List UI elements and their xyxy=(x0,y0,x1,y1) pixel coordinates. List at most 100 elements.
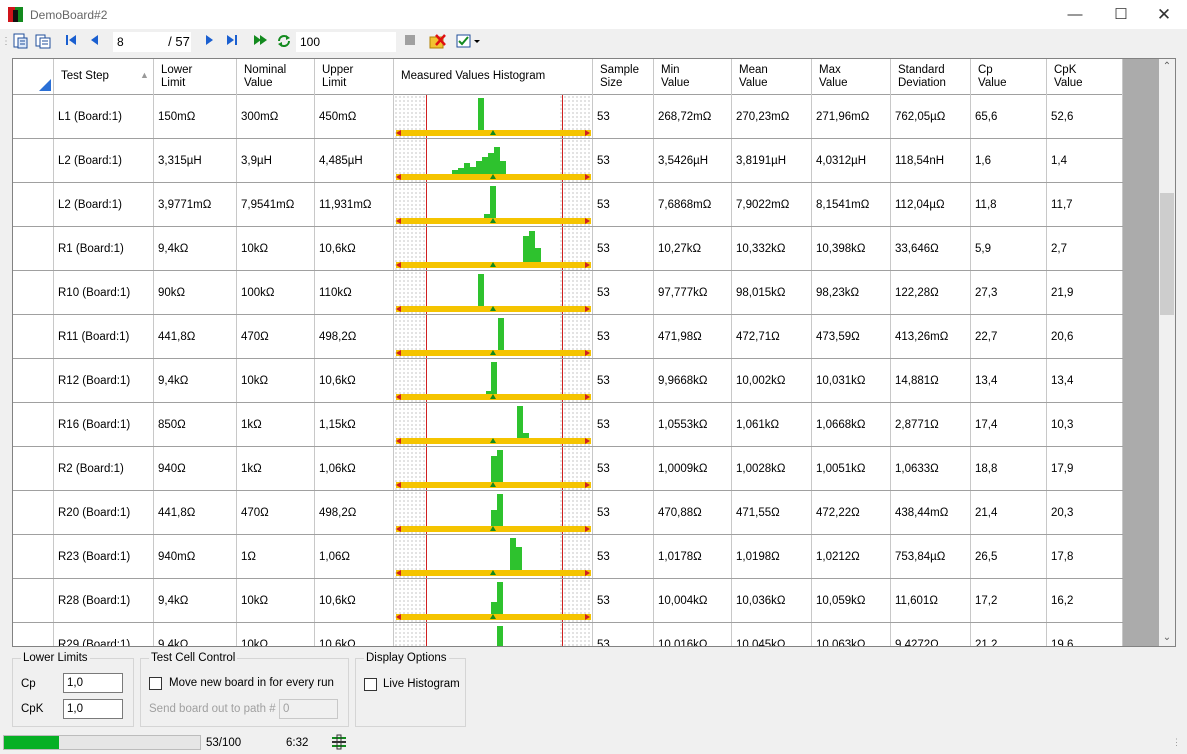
row-header[interactable] xyxy=(13,535,54,578)
histogram-bar xyxy=(497,494,503,526)
cell-upper-limit: 10,6kΩ xyxy=(315,623,394,646)
results-grid: Test Step ▲ Lower Limit Nominal Value Upp… xyxy=(12,58,1176,647)
page-number-input[interactable]: 8 xyxy=(113,32,167,52)
first-page-icon[interactable] xyxy=(63,33,79,51)
cell-sample-size: 53 xyxy=(593,183,654,226)
table-row[interactable]: L1 (Board:1) 150mΩ 300mΩ 450mΩ 53 268,72mΩ 270… xyxy=(13,95,1123,139)
lower-limit-marker-icon xyxy=(396,614,401,620)
display-options-title: Display Options xyxy=(364,652,449,664)
table-row[interactable]: R16 (Board:1) 850Ω 1kΩ 1,15kΩ 53 1,0553kΩ 1,06… xyxy=(13,403,1123,447)
cell-test-step: R12 (Board:1) xyxy=(54,359,154,402)
previous-page-icon[interactable] xyxy=(87,33,103,51)
maximize-button[interactable]: ☐ xyxy=(1114,6,1128,23)
header-cpk[interactable]: CpK Value xyxy=(1047,59,1123,95)
histogram-bar xyxy=(497,582,503,614)
row-header[interactable] xyxy=(13,403,54,446)
header-cp[interactable]: Cp Value xyxy=(971,59,1047,95)
histogram-bar xyxy=(491,510,497,526)
cell-min: 3,5426µH xyxy=(654,139,732,182)
cell-cpk: 20,6 xyxy=(1047,315,1123,358)
row-header[interactable] xyxy=(13,491,54,534)
stop-icon[interactable] xyxy=(403,33,417,51)
histogram-cell xyxy=(394,139,593,182)
table-row[interactable]: R29 (Board:1) 9,4kΩ 10kΩ 10,6kΩ 53 10,016kΩ 10… xyxy=(13,623,1123,646)
header-nominal[interactable]: Nominal Value xyxy=(237,59,315,95)
repeat-icon[interactable] xyxy=(275,33,293,51)
lower-limit-marker-icon xyxy=(396,306,401,312)
header-max[interactable]: Max Value xyxy=(812,59,891,95)
table-row[interactable]: L2 (Board:1) 3,315µH 3,9µH 4,485µH 53 3,5426µ… xyxy=(13,139,1123,183)
checklist-dropdown-icon[interactable] xyxy=(456,33,482,51)
histogram-bar xyxy=(516,547,522,570)
cpk-limit-input[interactable]: 1,0 xyxy=(63,699,123,719)
next-page-icon[interactable] xyxy=(201,33,217,51)
cell-std-dev: 438,44mΩ xyxy=(891,491,971,534)
row-header[interactable] xyxy=(13,359,54,402)
minimize-button[interactable]: — xyxy=(1067,6,1083,23)
row-header[interactable] xyxy=(13,271,54,314)
table-row[interactable]: R1 (Board:1) 9,4kΩ 10kΩ 10,6kΩ 53 10,27kΩ 10,3… xyxy=(13,227,1123,271)
cell-min: 10,016kΩ xyxy=(654,623,732,646)
clear-results-icon[interactable] xyxy=(429,33,447,51)
scroll-thumb[interactable] xyxy=(1160,193,1174,315)
row-header[interactable] xyxy=(13,227,54,270)
run-count-input[interactable]: 100 xyxy=(296,32,396,52)
cp-limit-input[interactable]: 1,0 xyxy=(63,673,123,693)
histogram-cell xyxy=(394,623,593,646)
row-header[interactable] xyxy=(13,623,54,646)
histogram-cell xyxy=(394,95,593,138)
histogram-bar xyxy=(529,231,535,262)
scroll-up-icon[interactable]: ⌃ xyxy=(1162,61,1172,72)
cell-sample-size: 53 xyxy=(593,623,654,646)
live-histogram-checkbox[interactable] xyxy=(364,678,377,691)
vertical-scrollbar[interactable]: ⌃ ⌄ xyxy=(1159,59,1175,646)
table-row[interactable]: R20 (Board:1) 441,8Ω 470Ω 498,2Ω 53 470,88Ω 47… xyxy=(13,491,1123,535)
scroll-down-icon[interactable]: ⌄ xyxy=(1162,632,1172,643)
row-header[interactable] xyxy=(13,315,54,358)
table-row[interactable]: R28 (Board:1) 9,4kΩ 10kΩ 10,6kΩ 53 10,004kΩ 10… xyxy=(13,579,1123,623)
table-row[interactable]: R2 (Board:1) 940Ω 1kΩ 1,06kΩ 53 1,0009kΩ 1,002… xyxy=(13,447,1123,491)
cell-test-step: L1 (Board:1) xyxy=(54,95,154,138)
select-all-corner[interactable] xyxy=(13,59,54,94)
cell-cp: 17,4 xyxy=(971,403,1047,446)
cell-sample-size: 53 xyxy=(593,579,654,622)
table-row[interactable]: L2 (Board:1) 3,9771mΩ 7,9541mΩ 11,931mΩ 53 7,… xyxy=(13,183,1123,227)
row-header[interactable] xyxy=(13,579,54,622)
cell-test-step: R20 (Board:1) xyxy=(54,491,154,534)
table-row[interactable]: R10 (Board:1) 90kΩ 100kΩ 110kΩ 53 97,777kΩ 98,… xyxy=(13,271,1123,315)
last-page-icon[interactable] xyxy=(224,33,240,51)
row-header[interactable] xyxy=(13,447,54,490)
header-min[interactable]: Min Value xyxy=(654,59,732,95)
move-board-checkbox[interactable] xyxy=(149,677,162,690)
histogram-bar xyxy=(484,214,490,218)
run-all-icon[interactable] xyxy=(252,33,270,51)
table-row[interactable]: R11 (Board:1) 441,8Ω 470Ω 498,2Ω 53 471,98Ω 47… xyxy=(13,315,1123,359)
header-lower-limit[interactable]: Lower Limit xyxy=(154,59,237,95)
header-histogram[interactable]: Measured Values Histogram xyxy=(394,59,593,95)
header-upper-limit[interactable]: Upper Limit xyxy=(315,59,394,95)
histogram-cell xyxy=(394,315,593,358)
app-icon xyxy=(8,7,23,22)
histogram-bar xyxy=(523,433,529,438)
row-header[interactable] xyxy=(13,95,54,138)
table-row[interactable]: R23 (Board:1) 940mΩ 1Ω 1,06Ω 53 1,0178Ω 1,0198… xyxy=(13,535,1123,579)
close-button[interactable]: ✕ xyxy=(1156,5,1172,24)
header-mean[interactable]: Mean Value xyxy=(732,59,812,95)
sort-asc-icon: ▲ xyxy=(140,70,149,80)
send-board-path-input: 0 xyxy=(279,699,338,719)
resize-grip-icon[interactable]: ⋮ xyxy=(1172,737,1181,747)
row-header[interactable] xyxy=(13,183,54,226)
cell-cpk: 21,9 xyxy=(1047,271,1123,314)
header-test-step[interactable]: Test Step ▲ xyxy=(54,59,154,95)
histogram-bar xyxy=(482,157,488,174)
table-row[interactable]: R12 (Board:1) 9,4kΩ 10kΩ 10,6kΩ 53 9,9668kΩ 10… xyxy=(13,359,1123,403)
header-std-dev[interactable]: Standard Deviation xyxy=(891,59,971,95)
copy-icon[interactable] xyxy=(34,33,52,51)
cell-upper-limit: 498,2Ω xyxy=(315,491,394,534)
row-header[interactable] xyxy=(13,139,54,182)
header-sample-size[interactable]: Sample Size xyxy=(593,59,654,95)
cell-lower-limit: 3,9771mΩ xyxy=(154,183,237,226)
cell-mean: 1,0198Ω xyxy=(732,535,812,578)
cell-min: 10,004kΩ xyxy=(654,579,732,622)
report-icon[interactable] xyxy=(11,33,29,51)
